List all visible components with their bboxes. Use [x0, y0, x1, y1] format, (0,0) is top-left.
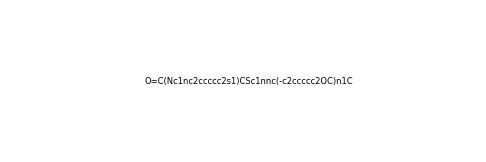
Text: O=C(Nc1nc2ccccc2s1)CSc1nnc(-c2ccccc2OC)n1C: O=C(Nc1nc2ccccc2s1)CSc1nnc(-c2ccccc2OC)n…: [145, 77, 353, 86]
